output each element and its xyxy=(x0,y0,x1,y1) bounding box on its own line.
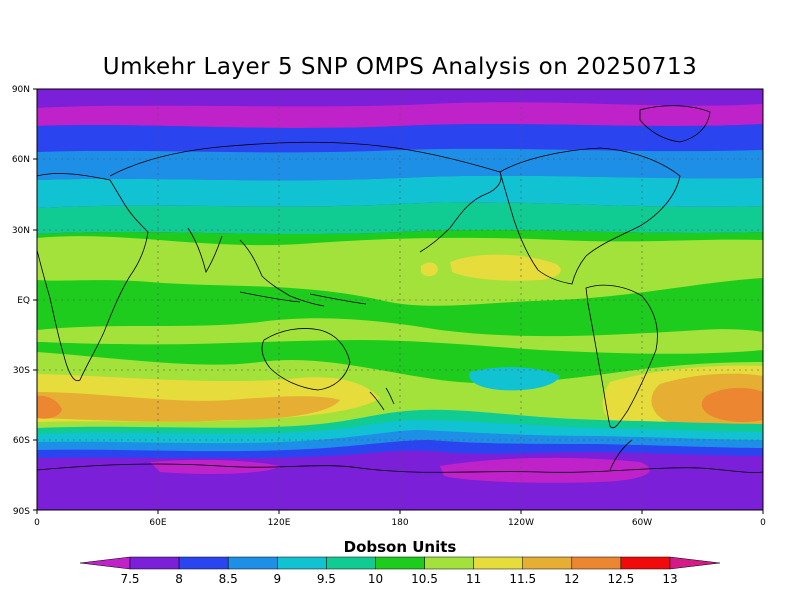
colorbar-tick-label: 8 xyxy=(175,572,183,586)
colorbar-tick-label: 9 xyxy=(273,572,281,586)
coast-south-america xyxy=(585,284,658,429)
coast-antarctica xyxy=(37,463,763,473)
lon-label-180: 180 xyxy=(391,518,408,528)
orange-belt-indian xyxy=(37,392,340,422)
lon-label-120e: 120E xyxy=(268,518,291,528)
lon-label-60w: 60W xyxy=(632,518,652,528)
max-orange-atlantic xyxy=(701,387,763,422)
colorbar-swatch xyxy=(129,556,180,570)
lon-label-0-west: 0 xyxy=(34,518,40,528)
band-sky-north xyxy=(37,148,763,181)
band-teal-north xyxy=(37,202,763,234)
colorbar-swatch xyxy=(522,556,573,570)
lat-label-60s: 60S xyxy=(13,436,30,446)
lat-label-60n: 60N xyxy=(12,155,30,165)
colorbar-swatch xyxy=(424,556,474,570)
colorbar: 7.5 8 8.5 9 9.5 10 10.5 11 11.5 12 12.5 13 xyxy=(79,556,721,586)
colorbar-tick-label: 11.5 xyxy=(509,572,536,586)
map-title: Umkehr Layer 5 SNP OMPS Analysis on 2025… xyxy=(102,54,698,80)
magenta-patch-south-2 xyxy=(150,459,280,474)
yellow-patch-small xyxy=(421,262,438,277)
colorbar-swatch xyxy=(571,556,622,570)
coast-antarctic-peninsula xyxy=(609,439,633,471)
band-magenta-north xyxy=(37,102,763,128)
colorbar-tick-label: 10 xyxy=(368,572,383,586)
colorbar-tick-label: 7.5 xyxy=(120,572,139,586)
coastlines xyxy=(37,105,763,473)
colorbar-swatch xyxy=(375,556,425,570)
colorbar-tick-label: 10.5 xyxy=(411,572,438,586)
colorbar-tick-label: 9.5 xyxy=(317,572,336,586)
cyan-patch-pacific xyxy=(469,367,560,391)
colorbar-tick-label: 12 xyxy=(564,572,579,586)
lon-label-120w: 120W xyxy=(508,518,534,528)
coast-southeast-asia xyxy=(239,239,325,307)
colorbar-title: Dobson Units xyxy=(344,538,457,556)
colorbar-swatch xyxy=(473,556,523,570)
coast-new-zealand xyxy=(369,387,395,411)
colorbar-swatch xyxy=(277,556,327,570)
lat-label-90s: 90S xyxy=(13,507,30,517)
colorbar-tick-label: 12.5 xyxy=(608,572,635,586)
lat-label-90n: 90N xyxy=(12,85,30,95)
colorbar-swatch xyxy=(178,556,229,570)
coast-greenland xyxy=(639,105,711,143)
coast-eurasia xyxy=(109,141,502,253)
lon-label-0-east: 0 xyxy=(760,518,766,528)
lat-label-30s: 30S xyxy=(13,366,30,376)
lon-label-60e: 60E xyxy=(149,518,166,528)
colorbar-tick-label: 11 xyxy=(466,572,481,586)
colorbar-tick-label: 13 xyxy=(662,572,677,586)
colorbar-low-arrow xyxy=(79,556,131,570)
magenta-patch-south-1 xyxy=(440,457,650,483)
coast-africa xyxy=(37,173,149,382)
coast-india xyxy=(187,227,223,274)
axis-ticks xyxy=(33,88,764,514)
coast-australia xyxy=(261,328,351,391)
colorbar-swatch xyxy=(227,556,278,570)
colorbar-high-arrow xyxy=(669,556,721,570)
yellow-patch-pacific xyxy=(450,254,561,281)
map-grid xyxy=(37,89,763,510)
lat-label-30n: 30N xyxy=(12,226,30,236)
coast-indonesia xyxy=(239,291,367,305)
coast-north-america xyxy=(499,147,681,285)
max-orange-west xyxy=(37,395,62,419)
colorbar-swatch xyxy=(326,556,376,570)
lat-label-eq: EQ xyxy=(17,296,30,306)
colorbar-swatch xyxy=(620,556,671,570)
colorbar-tick-label: 8.5 xyxy=(219,572,238,586)
